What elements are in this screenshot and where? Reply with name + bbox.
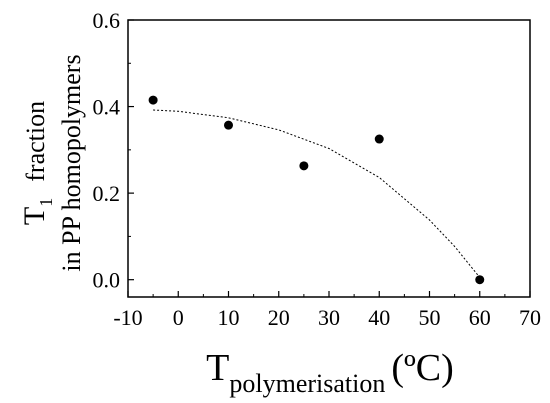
data-point [224, 120, 233, 130]
fit-line [153, 109, 481, 278]
data-point [374, 134, 384, 144]
x-axis-title-main: T [206, 347, 229, 389]
x-tick-label: 20 [268, 305, 290, 330]
fit-curve [153, 109, 481, 278]
x-tick-label: 30 [318, 305, 340, 330]
y-tick-label: 0.2 [93, 181, 121, 206]
x-tick-label: -10 [113, 305, 142, 330]
x-tick-label: 70 [519, 305, 541, 330]
y-tick-label: 0.6 [93, 8, 121, 33]
x-axis-title-sub: polymerisation [229, 369, 385, 398]
x-tick-label: 50 [419, 305, 441, 330]
y-tick-label: 0.0 [93, 268, 121, 293]
x-tick-label: 40 [368, 305, 390, 330]
x-axis-title-unit: (ºC) [391, 347, 453, 389]
x-axis-title: Tpolymerisation (ºC) [206, 347, 454, 398]
svg-text:T1fraction: T1 fraction [18, 101, 56, 225]
data-point [148, 95, 158, 105]
x-axis-ticks: -10 0 10 20 30 40 50 60 70 [113, 291, 541, 330]
y-axis-title-sub: 1 [36, 198, 56, 207]
y-axis-title-main: T [18, 207, 51, 225]
data-points [148, 95, 485, 285]
y-axis-title-rest: fraction [21, 101, 50, 182]
x-tick-label: 60 [469, 305, 491, 330]
data-point [475, 275, 485, 285]
y-axis-title: T1 fraction in PP homopolymers [18, 54, 86, 271]
x-tick-label: 10 [218, 305, 240, 330]
x-tick-label: 0 [173, 305, 184, 330]
y-tick-label: 0.4 [93, 95, 121, 120]
y-axis-ticks: 0.0 0.2 0.4 0.6 [93, 8, 134, 293]
data-point [299, 161, 309, 171]
y-axis-title-line2: in PP homopolymers [57, 54, 86, 271]
plot-frame [127, 19, 531, 298]
